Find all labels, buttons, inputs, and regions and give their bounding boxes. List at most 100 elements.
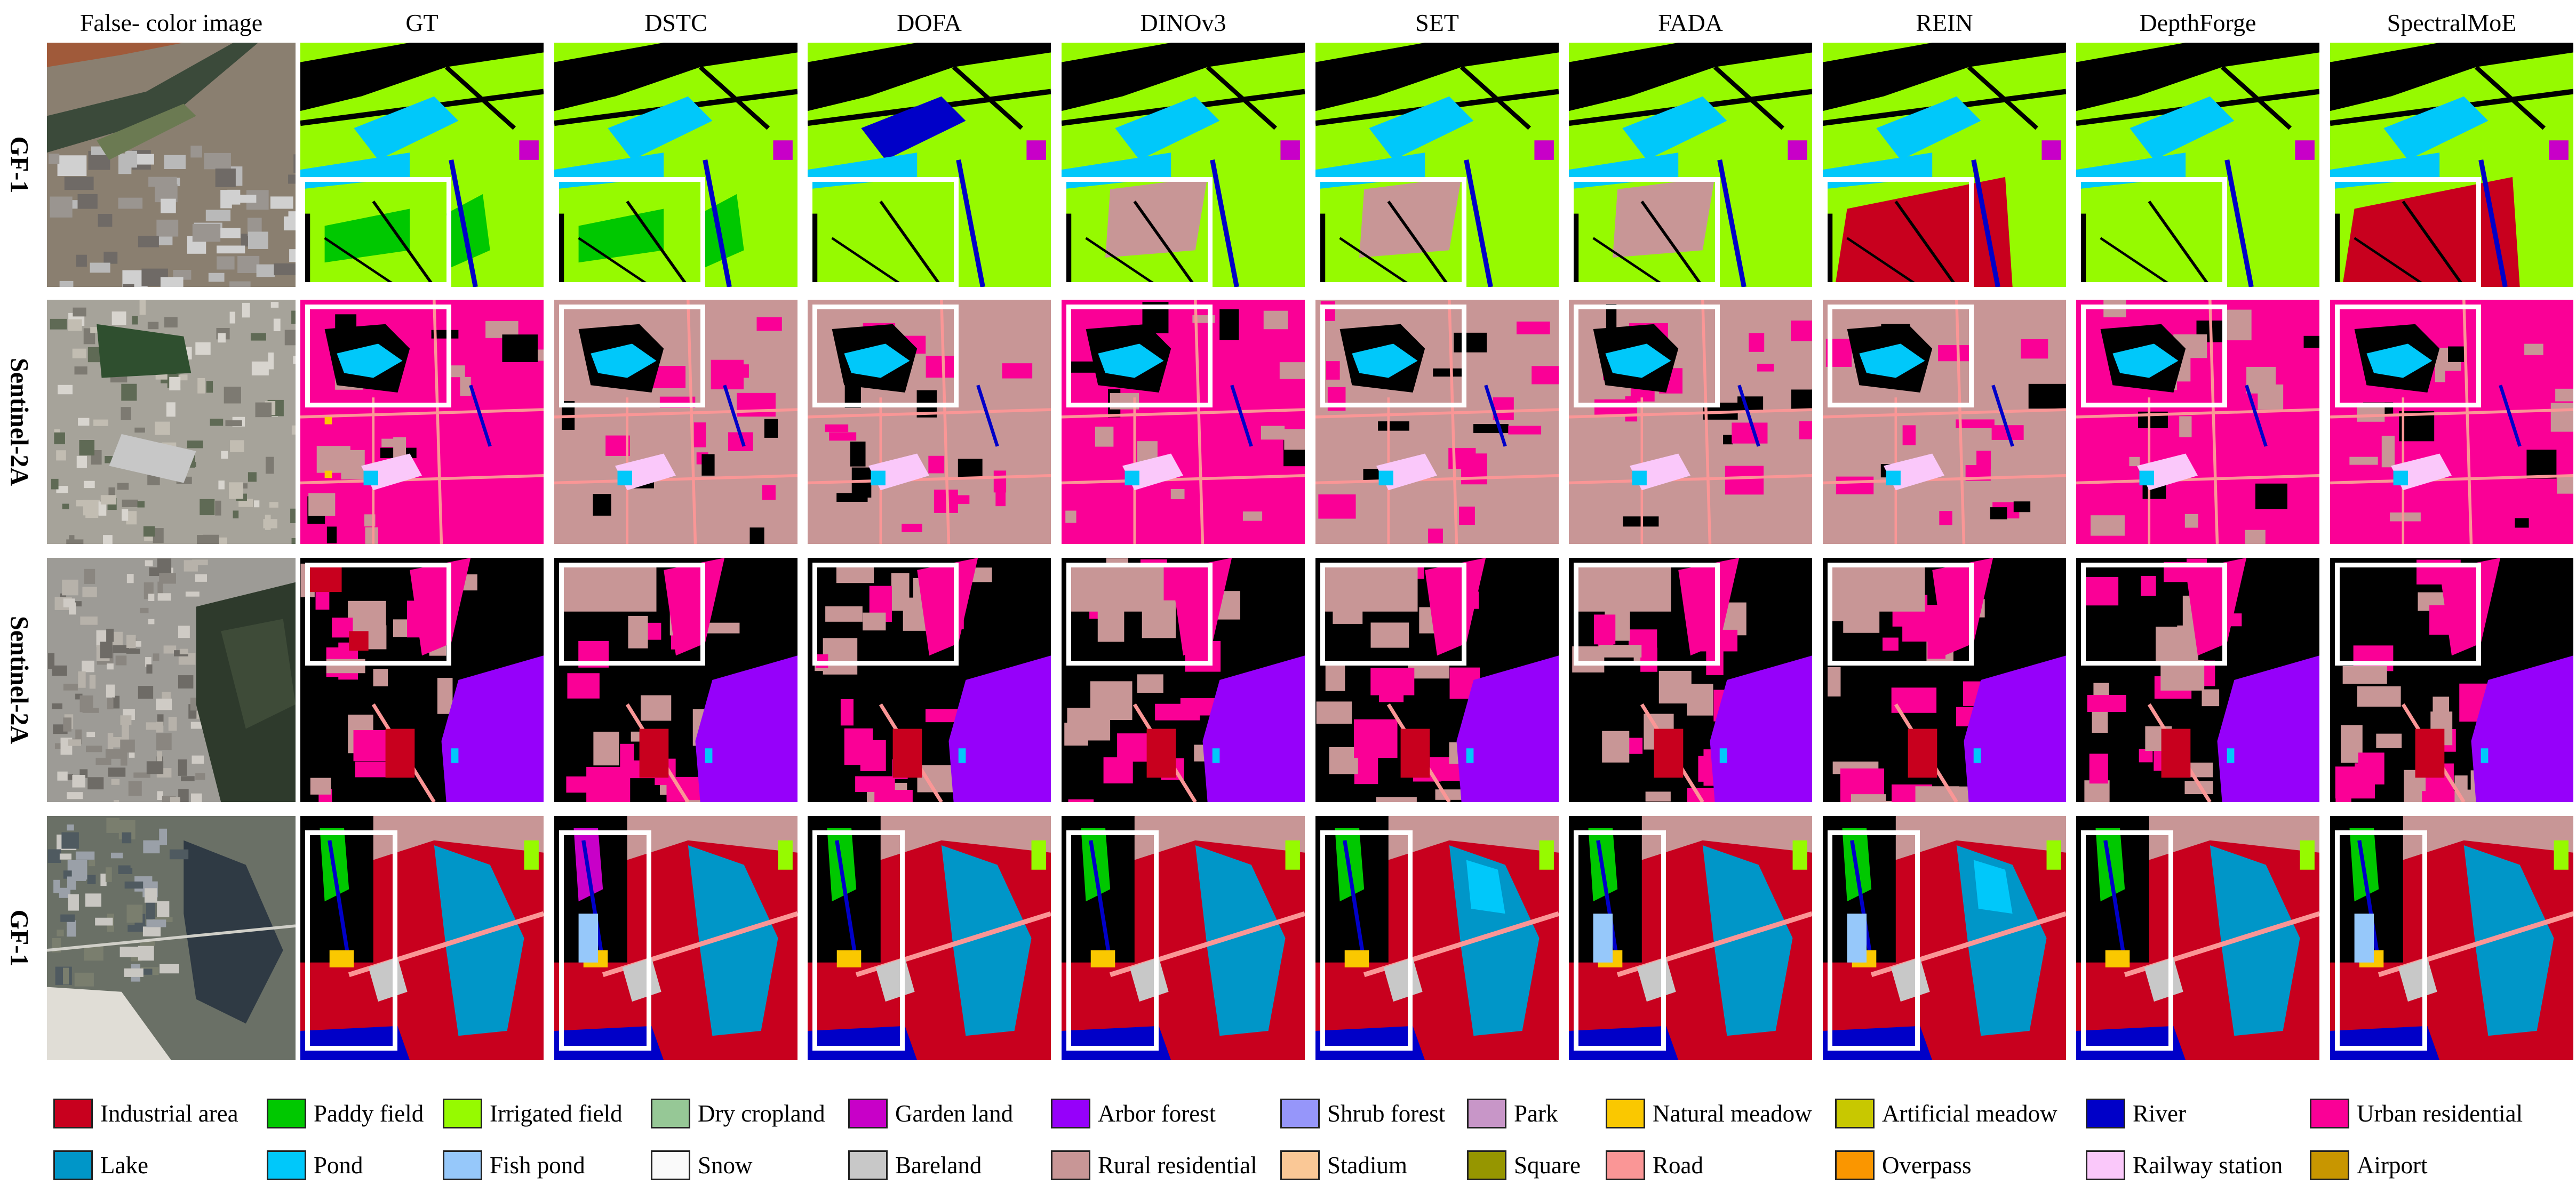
segmentation-map-tile [1315,300,1559,544]
legend-swatch [848,1099,888,1128]
segmentation-map [1315,300,1559,544]
satellite-image [47,816,296,1060]
false-color-image-tile [47,558,296,802]
segmentation-map-tile [2076,816,2319,1060]
segmentation-map [1315,558,1559,802]
segmentation-map-tile [1823,43,2066,287]
segmentation-map-tile [1062,816,1305,1060]
segmentation-map [808,43,1051,287]
legend-swatch [2310,1150,2349,1180]
segmentation-map-tile [808,816,1051,1060]
segmentation-map [808,558,1051,802]
column-header-depthforge: DepthForge [2139,9,2256,36]
segmentation-map-tile [2330,558,2573,802]
segmentation-map [1062,300,1305,544]
legend-swatch [651,1099,690,1128]
row-label-1-wrap: GF-1 [0,43,38,287]
satellite-image [47,300,296,544]
legend-label: Irrigated field [490,1100,623,1127]
legend-swatch [2310,1099,2349,1128]
legend-label: Railway station [2133,1152,2283,1179]
segmentation-map [1062,558,1305,802]
segmentation-map-tile [1569,43,1812,287]
segmentation-map-tile [300,816,544,1060]
legend-label: Paddy field [314,1100,424,1127]
segmentation-map-tile [1315,43,1559,287]
legend-label: Dry cropland [698,1100,825,1127]
legend-label: Snow [698,1152,753,1179]
segmentation-map-tile [2330,816,2573,1060]
segmentation-map [554,558,797,802]
segmentation-map [554,816,797,1060]
row-label: Sentinel-2A [5,616,34,744]
segmentation-map-tile [1569,816,1812,1060]
segmentation-map [300,300,544,544]
legend-label: Industrial area [100,1100,238,1127]
legend-label: Fish pond [490,1152,585,1179]
column-header-spectralmoe: SpectralMoE [2387,9,2517,36]
segmentation-map-tile [554,816,797,1060]
legend-label: Airport [2357,1152,2428,1179]
legend-label: Stadium [1327,1152,1408,1179]
segmentation-map-tile [554,300,797,544]
legend-swatch [848,1150,888,1180]
legend-swatch [267,1150,306,1180]
legend-swatch [53,1150,93,1180]
segmentation-map-tile [1062,300,1305,544]
segmentation-map-tile [1823,816,2066,1060]
legend-label: Pond [314,1152,363,1179]
legend-label: Natural meadow [1653,1100,1812,1127]
segmentation-map-tile [554,43,797,287]
segmentation-map [1315,43,1559,287]
legend-label: River [2133,1100,2186,1127]
legend-swatch [443,1099,482,1128]
legend-swatch [267,1099,306,1128]
legend-swatch [2086,1099,2125,1128]
segmentation-map [2330,43,2573,287]
segmentation-map [2330,816,2573,1060]
legend-label: Lake [100,1152,148,1179]
legend-label: Bareland [895,1152,982,1179]
segmentation-map-tile [300,558,544,802]
segmentation-map [1823,300,2066,544]
segmentation-map [1569,816,1812,1060]
legend-label: Square [1514,1152,1581,1179]
segmentation-map [554,300,797,544]
false-color-image-tile [47,43,296,287]
legend-label: Road [1653,1152,1703,1179]
satellite-image [47,558,296,802]
segmentation-map [808,816,1051,1060]
legend-label: Urban residential [2357,1100,2523,1127]
segmentation-map-tile [1062,558,1305,802]
legend-label: Artificial meadow [1882,1100,2057,1127]
row-label: Sentinel-2A [5,358,34,486]
segmentation-map-tile [1569,558,1812,802]
legend-swatch [1280,1099,1320,1128]
segmentation-map-tile [2076,558,2319,802]
segmentation-map-tile [1569,300,1812,544]
segmentation-map [2330,300,2573,544]
column-header-gt: GT [405,9,438,36]
segmentation-map-tile [2330,300,2573,544]
segmentation-map [2076,300,2319,544]
row-label-4-wrap: GF-1 [0,816,38,1060]
column-header-rein: REIN [1916,9,1973,36]
segmentation-map-tile [1823,300,2066,544]
legend-swatch [1606,1150,1645,1180]
legend-label: Rural residential [1098,1152,1257,1179]
legend-label: Garden land [895,1100,1014,1127]
segmentation-map-tile [2076,300,2319,544]
segmentation-map [808,300,1051,544]
legend-swatch [53,1099,93,1128]
segmentation-map [300,816,544,1060]
segmentation-map-tile [808,558,1051,802]
row-label: GF-1 [5,909,34,967]
column-header-dofa: DOFA [897,9,962,36]
segmentation-map [300,43,544,287]
legend-swatch [1606,1099,1645,1128]
segmentation-map-tile [1062,43,1305,287]
segmentation-map [2076,43,2319,287]
legend-swatch [1467,1150,1506,1180]
segmentation-map [554,43,797,287]
